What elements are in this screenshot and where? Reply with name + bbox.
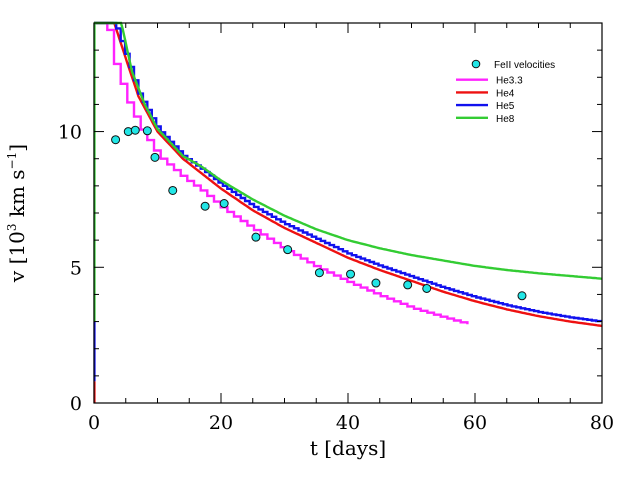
data-point — [219, 199, 229, 208]
x-tick-label: 20 — [209, 412, 233, 434]
plot-frame — [93, 22, 603, 404]
legend-label: He4 — [496, 88, 515, 99]
data-point — [200, 201, 210, 211]
data-point — [314, 268, 324, 278]
legend-item-he5: He5 — [456, 101, 515, 112]
axis-ticks — [93, 22, 603, 404]
data-point — [517, 291, 527, 301]
data-point — [346, 269, 356, 279]
series-lines — [93, 21, 603, 403]
legend-label: He5 — [496, 101, 515, 112]
data-point — [150, 152, 160, 162]
data-point — [403, 280, 413, 290]
series-he5 — [94, 21, 602, 323]
legend-marker-icon — [471, 59, 481, 69]
x-tick-label: 80 — [590, 412, 614, 434]
series-he8 — [94, 21, 603, 280]
legend-label: He3.3 — [496, 76, 523, 87]
legend-item-he4: He4 — [456, 88, 515, 99]
data-point — [283, 245, 293, 255]
series-he3-3 — [94, 21, 469, 325]
data-point — [111, 135, 121, 145]
legend-item-feii-velocities: FeII velocities — [471, 59, 555, 71]
data-point — [371, 278, 381, 288]
x-axis-label: t [days] — [310, 436, 386, 460]
y-axis-label: v [103 km s−1] — [5, 144, 29, 283]
x-tick-labels: 0 20 40 60 80 — [88, 412, 614, 434]
x-tick-label: 60 — [463, 412, 487, 434]
data-point — [168, 185, 178, 195]
data-point — [422, 283, 432, 293]
data-point — [130, 125, 140, 135]
data-point — [142, 126, 152, 136]
y-tick-label: 10 — [58, 122, 82, 144]
y-tick-label: 0 — [70, 393, 82, 415]
legend-item-he3-3: He3.3 — [456, 76, 523, 87]
legend-label: FeII velocities — [494, 60, 555, 71]
series-he4 — [94, 21, 603, 328]
y-tick-label: 5 — [70, 257, 82, 279]
y-tick-labels: 0 5 10 — [58, 122, 82, 415]
legend-item-he8: He8 — [456, 114, 515, 125]
data-point — [251, 232, 261, 242]
x-tick-label: 0 — [88, 412, 100, 434]
feii-velocity-points — [111, 125, 527, 301]
x-tick-label: 40 — [336, 412, 360, 434]
legend-label: He8 — [496, 114, 515, 125]
